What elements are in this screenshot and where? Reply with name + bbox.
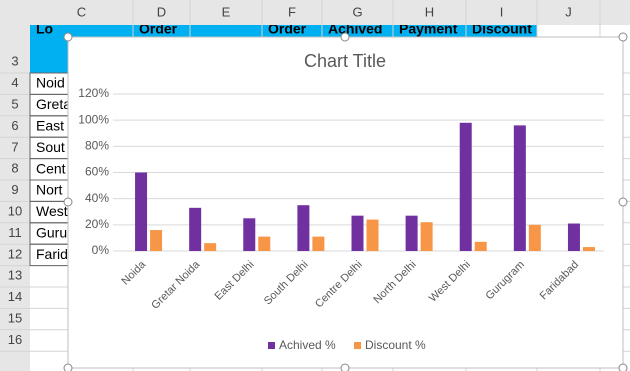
location-cell[interactable]: Nort [36,182,63,198]
resize-handle[interactable] [340,32,350,42]
bar [420,222,433,251]
y-tick-label: 0% [92,243,110,257]
row-header[interactable]: 15 [8,311,22,326]
location-cell[interactable]: Guru [36,225,67,241]
row-header[interactable]: 14 [8,289,22,304]
legend-label: Achived % [279,338,336,352]
column-header[interactable]: I [500,4,504,19]
header-cell: Order [268,21,307,37]
row-header[interactable]: 6 [11,118,18,133]
column-header[interactable]: F [288,4,296,19]
row-header[interactable]: 8 [11,161,18,176]
row-header[interactable]: 11 [8,225,22,240]
resize-handle[interactable] [63,197,73,207]
y-tick-label: 60% [85,165,109,179]
bar [567,223,580,251]
y-tick-label: 100% [78,112,109,126]
column-header[interactable]: E [222,4,231,19]
row-header[interactable]: 13 [8,268,22,283]
row-header[interactable]: 9 [11,182,18,197]
header-cell: Lo [36,21,53,37]
y-tick-label: 80% [85,139,109,153]
bar [204,243,217,251]
location-cell[interactable]: Gretar [36,96,76,112]
header-cell: Payment [399,21,458,37]
chart: Chart Title 0%20%40%60%80%100%120%Noida G… [63,32,628,371]
resize-handle[interactable] [618,363,628,371]
y-tick-label: 120% [78,86,109,100]
header-cell: Discount [472,21,532,37]
bar [150,230,163,251]
row-header-bar [0,25,30,371]
resize-handle[interactable] [340,363,350,371]
y-tick-label: 40% [85,191,109,205]
chart-title: Chart Title [304,51,386,71]
location-cell[interactable]: East [36,118,64,134]
location-cell[interactable]: Noid [36,75,65,91]
bar [459,122,472,252]
header-cell: Order [139,21,178,37]
legend-swatch [268,342,275,349]
resize-handle[interactable] [618,197,628,207]
bar [135,172,148,251]
column-header[interactable]: D [157,4,166,19]
row-header[interactable]: 7 [11,139,18,154]
legend-swatch [354,342,361,349]
resize-handle[interactable] [63,32,73,42]
resize-handle[interactable] [618,32,628,42]
bar [474,241,487,251]
bar [258,236,271,251]
row-header[interactable]: 16 [8,332,22,347]
location-cell[interactable]: Sout [36,139,65,155]
row-header[interactable]: 10 [8,204,22,219]
column-header[interactable]: G [352,4,362,19]
bar [312,236,325,251]
bar [243,218,256,251]
column-header-bar [0,0,630,25]
legend-label: Discount % [365,338,426,352]
header-cell: Achived [328,21,382,37]
row-header[interactable]: 4 [11,75,18,90]
bar [189,207,202,251]
location-cell[interactable]: Farid [36,246,68,262]
y-tick-label: 20% [85,217,109,231]
location-cell[interactable]: West [36,203,68,219]
location-cell[interactable]: Cent [36,160,66,176]
column-header[interactable]: C [77,4,86,19]
bar [582,247,595,251]
row-header[interactable]: 5 [11,97,18,112]
bar [405,215,418,251]
chart-frame[interactable] [67,36,624,369]
bar [366,219,379,251]
column-header[interactable]: J [565,4,572,19]
row-header[interactable]: 12 [8,246,22,261]
bar [297,205,310,251]
bar [528,224,541,251]
column-header[interactable]: H [425,4,434,19]
bar [513,125,526,251]
bar [351,215,364,251]
row-header[interactable]: 3 [11,53,18,68]
resize-handle[interactable] [63,363,73,371]
